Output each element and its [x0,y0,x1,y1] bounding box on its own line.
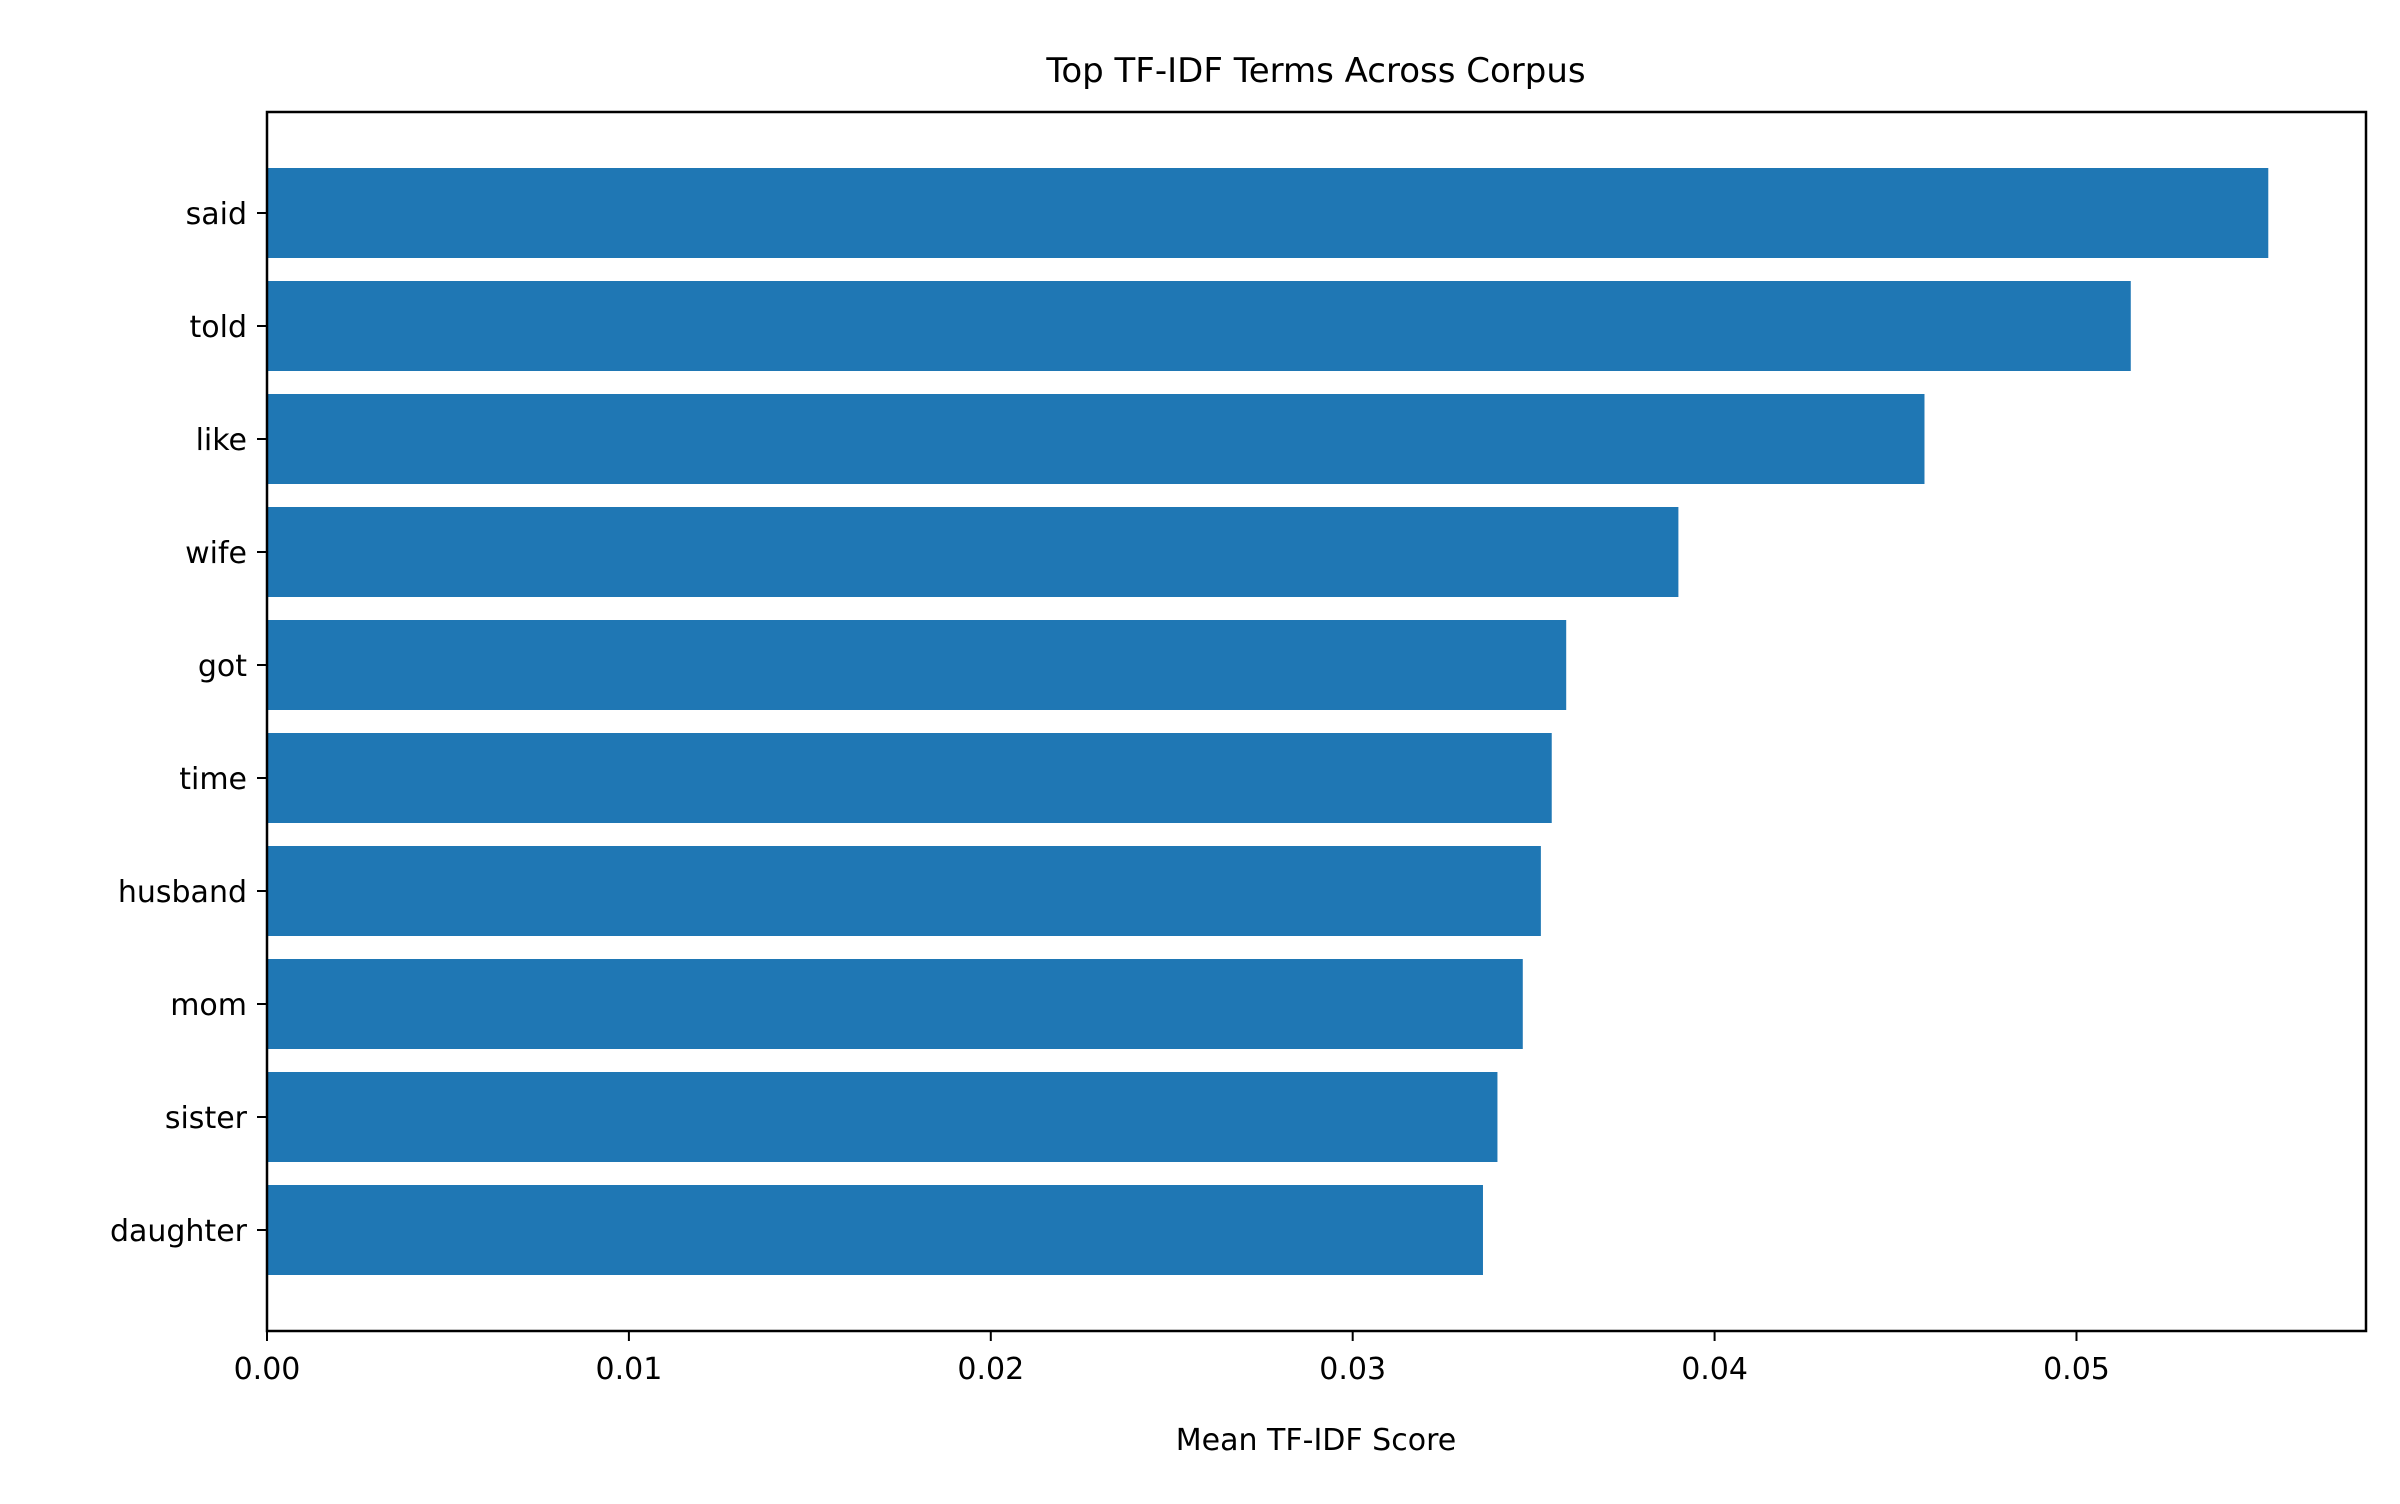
y-tick-label: husband [118,875,247,910]
x-tick-label: 0.01 [595,1352,662,1387]
y-tick-label: daughter [110,1214,248,1249]
bar-daughter [267,1185,1483,1275]
y-tick-label: told [190,310,248,345]
bar-time [267,733,1552,823]
y-tick-label: said [186,197,247,232]
bar-said [267,168,2269,258]
bars-layer [267,168,2269,1275]
x-tick-label: 0.04 [1681,1352,1748,1387]
y-axis-ticks: said told like wife got time husband mom sister d… [110,197,267,1249]
bar-husband [267,846,1541,936]
x-axis-label: Mean TF-IDF Score [1176,1423,1456,1458]
chart-title: Top TF-IDF Terms Across Corpus [1045,51,1585,91]
x-tick-label: 0.00 [234,1352,301,1387]
y-tick-label: time [179,762,247,797]
x-tick-label: 0.05 [2043,1352,2110,1387]
bar-like [267,394,1925,484]
y-tick-label: mom [170,988,247,1023]
bar-got [267,620,1567,710]
bar-wife [267,507,1679,597]
plot-frame [265,110,2368,1333]
x-tick-label: 0.02 [957,1352,1024,1387]
x-axis-ticks: 0.00 0.01 0.02 0.03 0.04 0.05 [234,1331,2110,1387]
y-tick-label: wife [185,536,247,571]
bar-sister [267,1072,1498,1162]
x-tick-label: 0.03 [1319,1352,1386,1387]
y-tick-label: sister [165,1101,248,1136]
y-tick-label: got [198,649,247,684]
bar-mom [267,959,1523,1049]
y-tick-label: like [196,423,247,458]
bar-told [267,281,2131,371]
